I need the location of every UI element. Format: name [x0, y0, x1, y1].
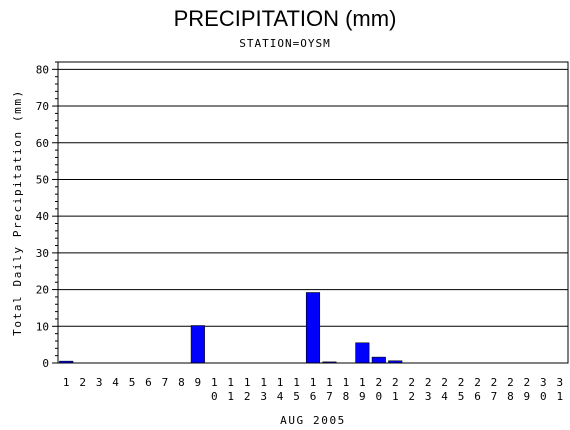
- y-tick-label: 80: [36, 63, 49, 76]
- x-tick-label: 3: [96, 376, 103, 389]
- bar-day-9: [190, 325, 205, 364]
- y-tick-label: 30: [36, 247, 49, 260]
- x-axis-label: AUG 2005: [280, 414, 346, 427]
- grid-lines: [58, 68, 568, 327]
- x-axis: 1 2 3 4 5 6 7 8 9 1 01 11 21 31 41 51 61 71 81 92 02 12 22 32 42…: [63, 376, 563, 403]
- x-tick-label: 6: [145, 376, 152, 389]
- bar-day-16: [305, 292, 321, 364]
- y-tick-label: 0: [42, 357, 49, 370]
- plot-frame: [57, 61, 569, 364]
- y-tick-label: 10: [36, 320, 49, 333]
- y-tick-label: 70: [36, 100, 49, 113]
- x-tick-label: 7: [162, 376, 169, 389]
- y-tick-label: 60: [36, 137, 49, 150]
- y-tick-label: 20: [36, 284, 49, 297]
- y-axis-label: Total Daily Precipitation (mm): [11, 89, 24, 336]
- x-tick-label: 8: [178, 376, 185, 389]
- x-tick-label: 1: [63, 376, 70, 389]
- bars: [59, 292, 403, 364]
- bar-day-19: [355, 342, 370, 364]
- y-axis: 0 10 20 30 40 50 60 70 80: [36, 61, 58, 370]
- x-tick-label: 5: [129, 376, 136, 389]
- y-tick-label: 50: [36, 173, 49, 186]
- y-tick-label: 40: [36, 210, 49, 223]
- x-tick-label: 4: [112, 376, 119, 389]
- x-tick-label: 2: [79, 376, 86, 389]
- x-tick-label: 9: [195, 376, 202, 389]
- chart-subtitle: STATION=OYSM: [239, 37, 331, 50]
- chart-title: PRECIPITATION (mm): [173, 6, 397, 31]
- bar-day-20: [371, 356, 386, 364]
